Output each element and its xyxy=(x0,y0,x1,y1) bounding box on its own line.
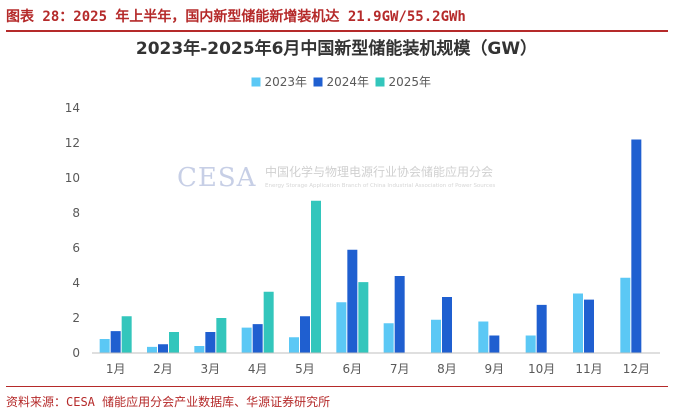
bar xyxy=(336,302,347,353)
bar xyxy=(252,324,263,353)
x-tick-label: 10月 xyxy=(528,362,555,376)
bar xyxy=(216,318,227,353)
x-tick-label: 12月 xyxy=(623,362,650,376)
bar xyxy=(620,277,631,353)
x-tick-label: 7月 xyxy=(390,362,410,376)
bar xyxy=(194,346,205,353)
x-tick-label: 11月 xyxy=(575,362,602,376)
bar xyxy=(121,316,132,353)
bar xyxy=(489,335,500,353)
y-tick-label: 12 xyxy=(65,136,80,150)
y-tick-label: 6 xyxy=(72,241,80,255)
bar xyxy=(478,321,489,353)
bar xyxy=(158,344,168,353)
bar xyxy=(99,339,110,353)
bar xyxy=(525,335,536,353)
bar-chart: 2023年-2025年6月中国新型储能装机规模（GW） 2023年 2024年 20… xyxy=(65,38,660,376)
y-tick-label: 4 xyxy=(72,276,80,290)
bar xyxy=(300,316,310,353)
bar xyxy=(289,337,299,353)
bar xyxy=(584,299,594,353)
bar xyxy=(147,346,157,353)
bar xyxy=(169,332,179,353)
chart-legend: 2023年 2024年 2025年 xyxy=(251,75,432,89)
y-tick-label: 0 xyxy=(72,346,80,360)
legend-swatch xyxy=(251,77,261,87)
bar xyxy=(263,291,274,353)
x-tick-label: 3月 xyxy=(201,362,221,376)
bar xyxy=(311,200,321,353)
watermark-en-text: Energy Storage Application Branch of Chi… xyxy=(265,183,495,189)
bar xyxy=(383,323,394,353)
bar xyxy=(110,331,121,353)
legend-swatch xyxy=(313,77,323,87)
bar xyxy=(394,276,405,353)
cesa-watermark: CESA 中国化学与物理电源行业协会储能应用分会 Energy Storage … xyxy=(177,163,495,193)
x-tick-label: 5月 xyxy=(295,362,315,376)
x-tick-label: 4月 xyxy=(248,362,268,376)
legend-swatch xyxy=(375,77,385,87)
bar xyxy=(241,327,252,353)
source-rule xyxy=(6,386,668,387)
bar xyxy=(573,293,583,353)
x-tick-label: 2月 xyxy=(153,362,173,376)
bar xyxy=(631,139,642,353)
bar xyxy=(205,332,216,353)
bar xyxy=(442,297,452,353)
bar xyxy=(431,319,441,353)
legend-label: 2023年 xyxy=(265,75,308,89)
caption-rule xyxy=(6,30,668,32)
x-tick-label: 6月 xyxy=(343,362,363,376)
y-tick-label: 8 xyxy=(72,206,80,220)
figure-source: 资料来源：CESA 储能应用分会产业数据库、华源证券研究所 xyxy=(6,395,331,409)
legend-label: 2025年 xyxy=(389,75,432,89)
x-tick-label: 1月 xyxy=(106,362,126,376)
x-axis: 1月 2月 3月 4月 5月 6月 7月 8月 9月 10月 11月 12月 xyxy=(106,362,650,376)
y-axis: 0 2 4 6 8 10 12 14 xyxy=(65,101,80,360)
y-tick-label: 10 xyxy=(65,171,80,185)
y-tick-label: 2 xyxy=(72,311,80,325)
bar xyxy=(358,282,369,353)
figure-caption: 图表 28：2025 年上半年，国内新型储能新增装机达 21.9GW/55.2G… xyxy=(6,9,466,25)
y-tick-label: 14 xyxy=(65,101,80,115)
watermark-cn-text: 中国化学与物理电源行业协会储能应用分会 xyxy=(265,164,493,179)
watermark-logo: CESA xyxy=(177,163,257,193)
chart-title: 2023年-2025年6月中国新型储能装机规模（GW） xyxy=(136,38,537,59)
bar xyxy=(347,249,358,353)
bar xyxy=(536,304,547,353)
bars xyxy=(99,139,642,353)
x-tick-label: 9月 xyxy=(485,362,505,376)
legend-label: 2024年 xyxy=(327,75,370,89)
x-tick-label: 8月 xyxy=(437,362,457,376)
